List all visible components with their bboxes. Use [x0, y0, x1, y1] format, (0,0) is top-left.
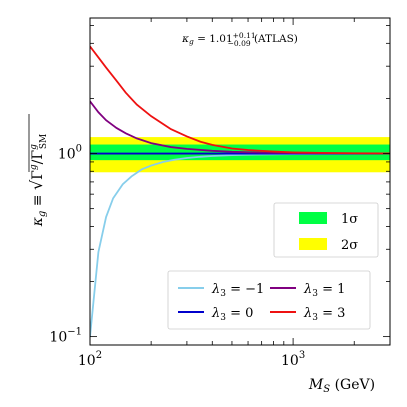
- band-legend-label: 2σ: [341, 238, 358, 253]
- annotation-base: κ: [181, 33, 189, 45]
- x-axis-label: MS (GeV): [308, 377, 375, 395]
- y-tick-label: 100: [58, 144, 82, 163]
- band-legend-label: 1σ: [341, 212, 358, 227]
- line-legend: λ3 = −1 λ3 = 1 λ3 = 0 λ3 = 3: [167, 270, 371, 330]
- line-legend-label: λ3 = −1: [211, 282, 264, 299]
- series-lines: [90, 45, 390, 337]
- x-tick-label: 103: [281, 350, 305, 369]
- line-legend-label: λ3 = 1: [303, 282, 345, 299]
- plot-frame: [89, 17, 391, 346]
- svg-text:κg ≡ √Γg/ΓgSM: κg ≡ √Γg/ΓgSM: [27, 134, 49, 228]
- y-axis-label: κg ≡ √Γg/ΓgSM: [27, 114, 49, 227]
- series-line--3-1: [90, 100, 390, 155]
- annotation: κg = 1.01+0.11 −0.09 (ATLAS): [181, 31, 298, 48]
- band-legend-swatch: [299, 212, 327, 224]
- series-line--3-3: [90, 45, 390, 155]
- annotation-eq: = 1.01: [194, 33, 233, 45]
- y-tick-label: 10−1: [49, 327, 82, 346]
- annotation-sup: +0.11: [233, 31, 256, 40]
- annotation-tail: (ATLAS): [251, 33, 298, 45]
- annotation-sub: g: [189, 37, 194, 46]
- line-legend-label: λ3 = 3: [303, 306, 345, 323]
- annotation-subs: −0.09: [228, 39, 251, 48]
- band-legend: 1σ 2σ: [273, 202, 379, 258]
- band-legend-swatch: [299, 238, 327, 250]
- line-legend-label: λ3 = 0: [211, 306, 253, 323]
- axis-ticks: 102 103 10−1 100: [49, 18, 391, 369]
- x-tick-label: 102: [78, 350, 102, 369]
